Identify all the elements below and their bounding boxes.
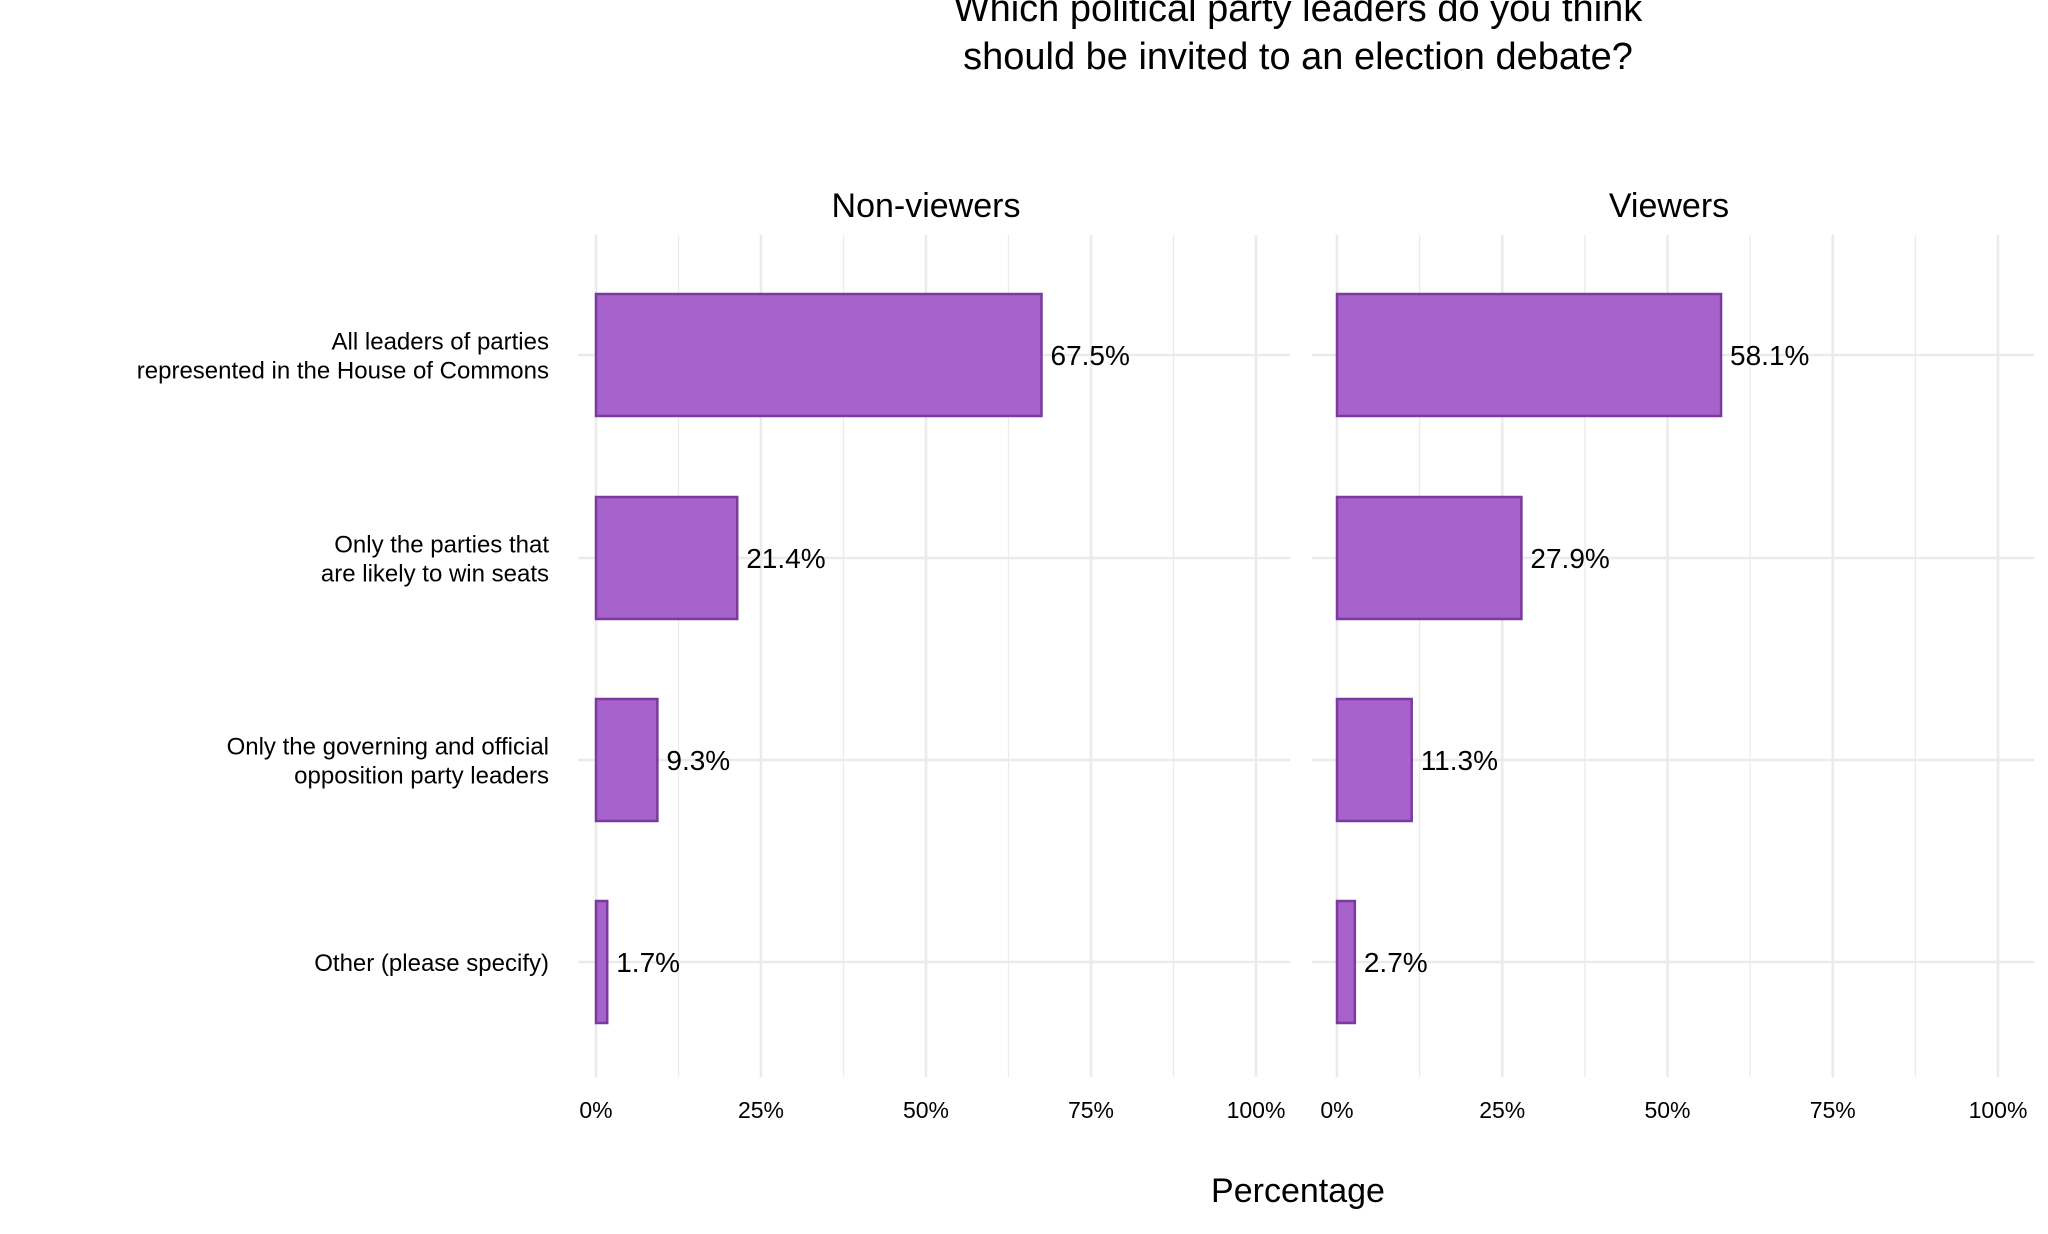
category-label: All leaders of parties represented in the…: [137, 329, 549, 385]
category-label: Other (please specify): [314, 950, 549, 977]
bar: [1335, 697, 1413, 823]
bar: [594, 697, 659, 823]
x-tick-label: 50%: [1644, 1097, 1690, 1123]
x-tick-label: 25%: [738, 1097, 784, 1123]
x-tick-label: 25%: [1479, 1097, 1525, 1123]
category-label: Only the parties that are likely to win s…: [321, 532, 549, 588]
facet-title: Non-viewers: [832, 187, 1021, 225]
bar: [1335, 899, 1357, 1025]
category-label: Only the governing and official oppositio…: [227, 734, 549, 790]
facet-title: Viewers: [1609, 187, 1729, 225]
bar: [1335, 495, 1523, 621]
x-tick-label: 0%: [1320, 1097, 1353, 1123]
x-tick-label: 75%: [1068, 1097, 1114, 1123]
x-axis-title: Percentage: [1211, 1172, 1385, 1210]
chart-title: Which political party leaders do you thi…: [954, 0, 1644, 78]
x-tick-label: 75%: [1810, 1097, 1856, 1123]
bar-label: 27.9%: [1530, 543, 1609, 574]
bar-label: 21.4%: [746, 543, 825, 574]
bar-label: 2.7%: [1364, 947, 1428, 978]
x-tick-label: 100%: [1969, 1097, 2028, 1123]
bar: [594, 292, 1043, 418]
bar-label: 11.3%: [1421, 745, 1498, 776]
bar: [594, 899, 609, 1025]
bar-label: 67.5%: [1051, 340, 1130, 371]
bar-label: 1.7%: [616, 947, 680, 978]
x-tick-label: 50%: [903, 1097, 949, 1123]
bar: [1335, 292, 1723, 418]
bar-label: 9.3%: [666, 745, 730, 776]
bar: [594, 495, 739, 621]
x-tick-label: 0%: [579, 1097, 612, 1123]
bar-label: 58.1%: [1730, 340, 1809, 371]
x-tick-label: 100%: [1227, 1097, 1286, 1123]
